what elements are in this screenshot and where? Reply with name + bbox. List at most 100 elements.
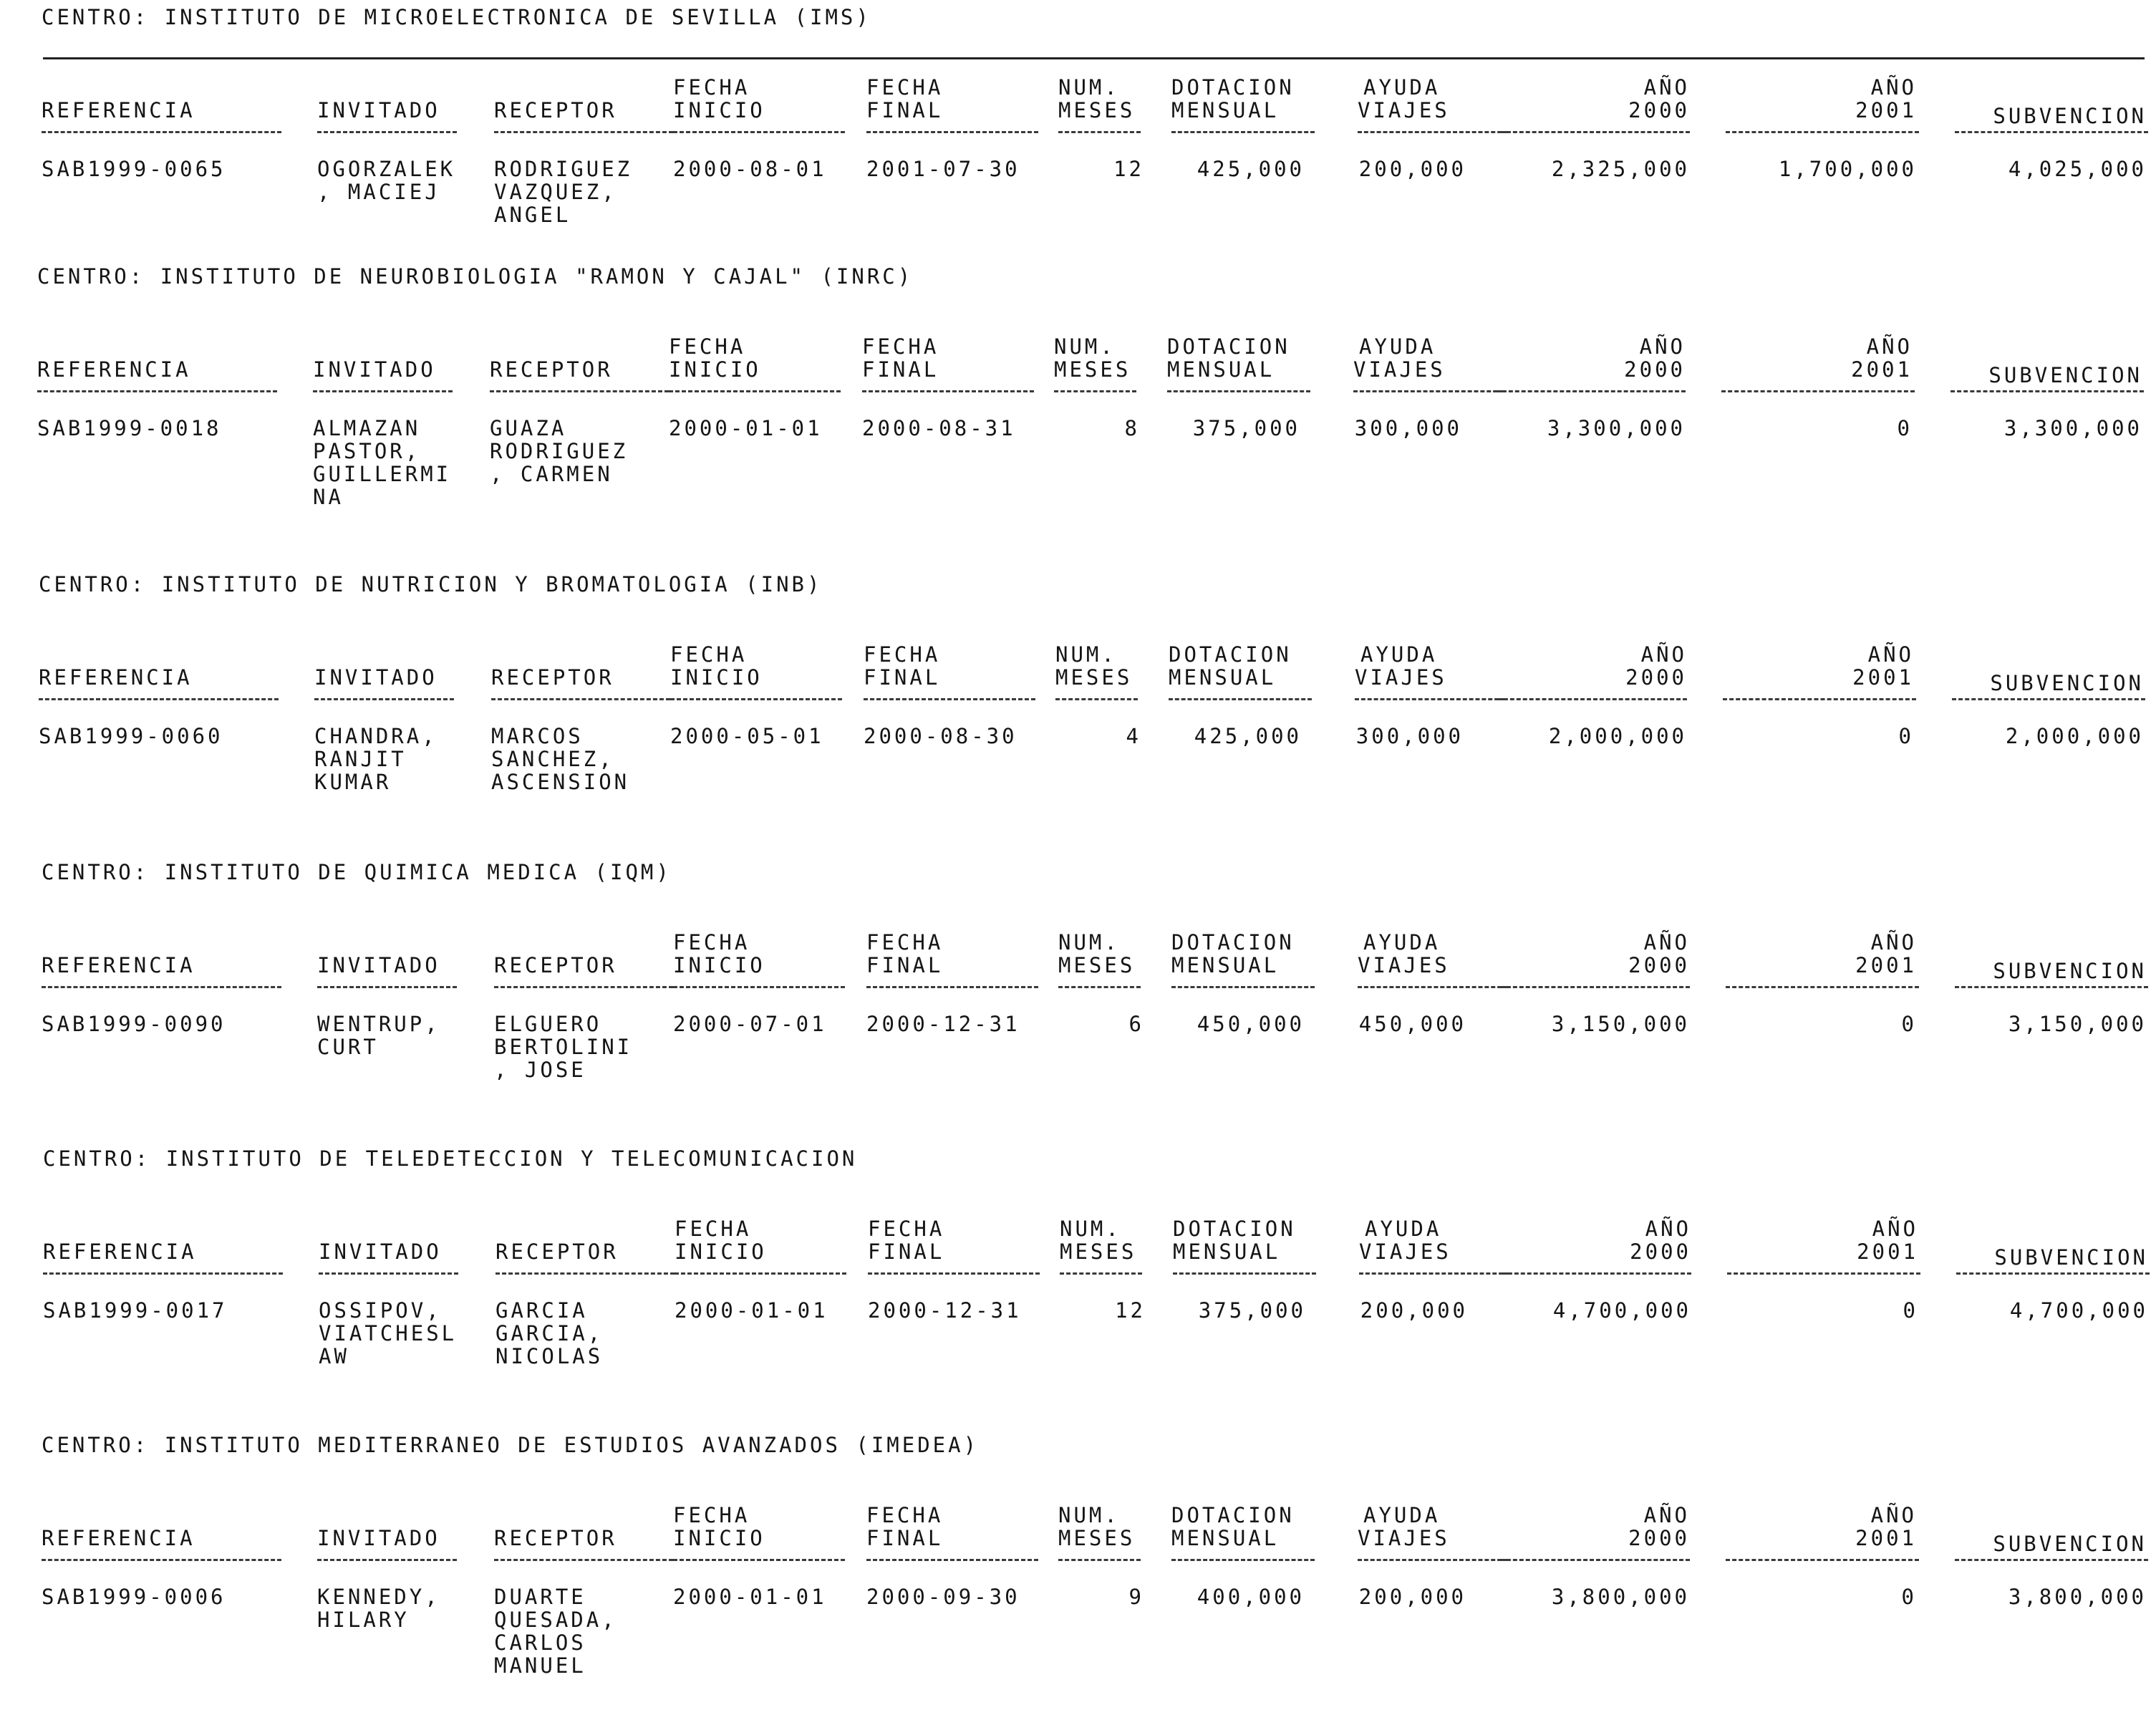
header-num-meses: MESES (1058, 1526, 1136, 1550)
header-underline (39, 698, 279, 700)
header-invitado: INVITADO (317, 98, 440, 122)
centro-section: CENTRO: INSTITUTO DE MICROELECTRONICA DE… (42, 6, 2156, 292)
cell-receptor: CARLOS (494, 1630, 586, 1655)
cell-invitado: OSSIPOV, (319, 1298, 442, 1323)
cell-ano-2000: 3,300,000 (1547, 416, 1686, 440)
cell-dotacion: 375,000 (1198, 1298, 1306, 1323)
cell-referencia: SAB1999-0017 (43, 1298, 228, 1323)
header-underline (491, 698, 670, 700)
header-fecha-inicio: FECHA (669, 334, 746, 359)
header-receptor: RECEPTOR (490, 357, 613, 382)
header-underline (1055, 698, 1138, 700)
cell-ano-2001: 0 (1901, 1012, 1917, 1036)
header-underline (494, 986, 673, 988)
header-underline (1358, 986, 1508, 988)
header-num-meses: MESES (1055, 665, 1133, 690)
header-receptor: RECEPTOR (494, 98, 617, 122)
header-ayuda: AYUDA (1363, 75, 1441, 100)
header-fecha-final: FECHA (866, 1503, 944, 1527)
centro-label: CENTRO: (42, 5, 150, 29)
header-underline (1054, 390, 1136, 392)
header-ano-2000: AÑO (1645, 1217, 1691, 1241)
header-underline (317, 1559, 457, 1561)
cell-invitado: KUMAR (314, 770, 392, 794)
header-subvencion: SUBVENCION (1994, 1245, 2148, 1270)
cell-receptor: NICOLAS (496, 1344, 604, 1368)
header-num-meses: NUM. (1058, 930, 1120, 955)
cell-receptor: MANUEL (494, 1653, 586, 1678)
header-dotacion: MENSUAL (1171, 953, 1280, 977)
cell-invitado: PASTOR, (313, 439, 421, 463)
header-receptor: RECEPTOR (494, 1526, 617, 1550)
header-dotacion: DOTACION (1167, 334, 1290, 359)
header-underline (1497, 698, 1687, 700)
header-ano-2001: AÑO (1866, 334, 1913, 359)
header-underline (43, 1272, 283, 1275)
header-subvencion: SUBVENCION (1993, 1532, 2147, 1556)
cell-num-meses: 12 (1113, 157, 1144, 181)
header-underline (1956, 1272, 2150, 1275)
header-underline (1726, 1559, 1919, 1561)
cell-receptor: RODRIGUEZ (490, 439, 629, 463)
cell-receptor: SANCHEZ, (491, 747, 614, 771)
cell-subvencion: 3,300,000 (2003, 416, 2142, 440)
header-fecha-final: FECHA (864, 642, 941, 667)
cell-invitado: AW (319, 1344, 349, 1368)
cell-receptor: , JOSE (494, 1058, 586, 1082)
cell-fecha-inicio: 2000-07-01 (673, 1012, 827, 1036)
header-ano-2000: 2000 (1628, 98, 1690, 122)
header-dotacion: MENSUAL (1169, 665, 1277, 690)
header-receptor: RECEPTOR (494, 953, 617, 977)
header-fecha-final: FECHA (866, 930, 944, 955)
header-underline (1171, 1559, 1315, 1561)
cell-ano-2001: 0 (1897, 416, 1913, 440)
centro-label: CENTRO: (43, 1146, 151, 1171)
centro-heading: CENTRO: INSTITUTO MEDITERRANEO DE ESTUDI… (42, 1434, 979, 1456)
cell-invitado: CURT (317, 1035, 379, 1059)
header-fecha-inicio: FECHA (673, 930, 750, 955)
header-underline (866, 1559, 1038, 1561)
header-underline (866, 131, 1038, 133)
header-ano-2001: AÑO (1872, 1217, 1918, 1241)
cell-referencia: SAB1999-0006 (42, 1585, 226, 1609)
cell-dotacion: 425,000 (1194, 724, 1302, 748)
header-underline (1169, 698, 1312, 700)
centro-label: CENTRO: (42, 1433, 150, 1457)
centro-heading: CENTRO: INSTITUTO DE MICROELECTRONICA DE… (42, 6, 871, 29)
header-subvencion: SUBVENCION (1993, 959, 2147, 983)
header-fecha-inicio: INICIO (669, 357, 761, 382)
header-ayuda: VIAJES (1358, 953, 1450, 977)
header-underline (1060, 1272, 1142, 1275)
header-dotacion: MENSUAL (1173, 1240, 1281, 1264)
cell-receptor: ANGEL (494, 203, 571, 227)
header-underline (862, 390, 1034, 392)
header-invitado: INVITADO (313, 357, 436, 382)
header-receptor: RECEPTOR (491, 665, 614, 690)
header-num-meses: NUM. (1058, 1503, 1120, 1527)
header-fecha-inicio: INICIO (675, 1240, 767, 1264)
header-ayuda: AYUDA (1360, 642, 1438, 667)
centro-name: INSTITUTO DE NEUROBIOLOGIA "RAMON Y CAJA… (160, 264, 914, 289)
cell-ayuda: 300,000 (1355, 724, 1464, 748)
header-fecha-inicio: INICIO (673, 1526, 765, 1550)
header-dotacion: MENSUAL (1171, 1526, 1280, 1550)
header-dotacion: MENSUAL (1167, 357, 1275, 382)
cell-ano-2000: 3,800,000 (1551, 1585, 1690, 1609)
header-fecha-inicio: INICIO (670, 665, 763, 690)
cell-invitado: RANJIT (314, 747, 407, 771)
cell-fecha-inicio: 2000-05-01 (670, 724, 824, 748)
header-fecha-final: FECHA (866, 75, 944, 100)
cell-receptor: ELGUERO (494, 1012, 602, 1036)
header-underline (1358, 131, 1508, 133)
centro-heading: CENTRO: INSTITUTO DE TELEDETECCION Y TEL… (43, 1147, 857, 1170)
cell-invitado: HILARY (317, 1608, 410, 1632)
cell-invitado: OGORZALEK (317, 157, 456, 181)
header-underline (1058, 1559, 1141, 1561)
header-underline (1727, 1272, 1920, 1275)
header-fecha-inicio: FECHA (670, 642, 748, 667)
header-underline (1359, 1272, 1509, 1275)
cell-invitado: ALMAZAN (313, 416, 421, 440)
cell-ano-2000: 2,325,000 (1551, 157, 1690, 181)
header-invitado: INVITADO (314, 665, 438, 690)
header-fecha-final: FINAL (862, 357, 939, 382)
